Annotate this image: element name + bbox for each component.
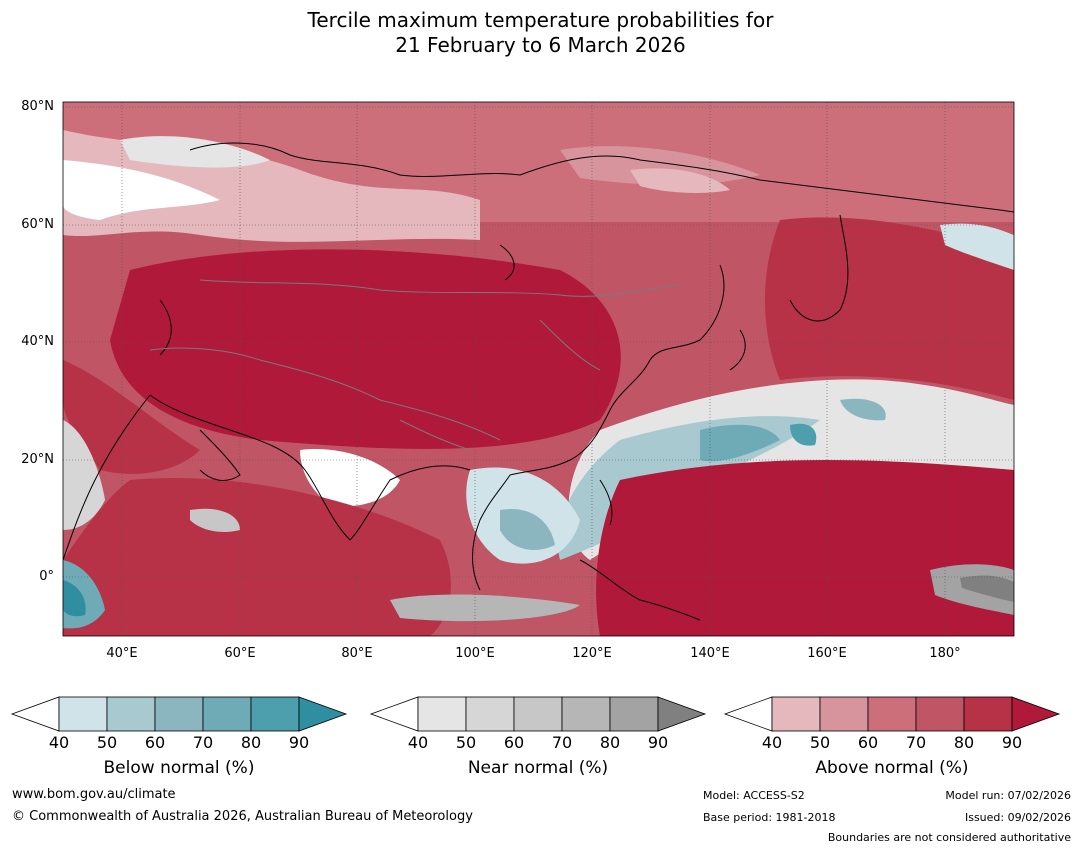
field-central-asia-core — [110, 249, 621, 449]
cbar-below-tick-80: 80 — [240, 733, 262, 752]
cbar-above-80 — [963, 696, 1013, 732]
field-europe-grey — [120, 136, 270, 168]
field-pacific-blue-core — [700, 424, 780, 462]
cbar-near-min-arrow — [369, 696, 419, 732]
cbar-below-min-arrow — [10, 696, 60, 732]
title-line-1: Tercile maximum temperature probabilitie… — [307, 8, 774, 32]
field-pacific-dark-grey — [960, 575, 1014, 602]
cbar-above-min-arrow — [723, 696, 773, 732]
lat-label-20n: 20°N — [21, 452, 54, 467]
cbar-below-tick-50: 50 — [96, 733, 118, 752]
gridlines — [63, 102, 1014, 636]
footer-disclaimer: Boundaries are not considered authoritat… — [827, 831, 1071, 844]
cbar-below-tick-40: 40 — [48, 733, 70, 752]
lon-label-160e: 160°E — [807, 646, 847, 661]
lon-label-120e: 120°E — [572, 646, 612, 661]
footer-website[interactable]: www.bom.gov.au/climate — [12, 787, 176, 802]
cbar-below-40 — [58, 696, 108, 732]
cbar-above-tick-70: 70 — [905, 733, 927, 752]
colorbar-above — [723, 696, 1061, 732]
cbar-below-tick-90: 90 — [288, 733, 310, 752]
cbar-below-tick-60: 60 — [144, 733, 166, 752]
cbar-above-tick-40: 40 — [761, 733, 783, 752]
field-indian-ocean — [63, 478, 451, 636]
lon-label-80e: 80°E — [341, 646, 373, 661]
map-field — [63, 102, 1014, 636]
lat-label-0: 0° — [39, 569, 54, 584]
lon-label-40e: 40°E — [106, 646, 138, 661]
field-europe-white — [63, 160, 220, 220]
lat-label-40n: 40°N — [21, 334, 54, 349]
footer-issued: Issued: 09/02/2026 — [964, 811, 1071, 824]
cbar-above-40 — [771, 696, 821, 732]
borders — [149, 279, 681, 451]
cbar-above-tick-50: 50 — [809, 733, 831, 752]
cbar-near-tick-70: 70 — [551, 733, 573, 752]
field-tropical-pacific — [596, 460, 1014, 636]
colorbar-below — [10, 696, 348, 732]
cbar-below-max-arrow — [298, 696, 348, 732]
field-africa-blue-core — [63, 580, 86, 617]
cbar-near-tick-80: 80 — [599, 733, 621, 752]
cbar-near-50 — [465, 696, 515, 732]
cbar-below-70 — [202, 696, 252, 732]
cbar-above-tick-60: 60 — [857, 733, 879, 752]
field-siberia-light — [630, 168, 730, 193]
lat-label-60n: 60°N — [21, 217, 54, 232]
lon-label-140e: 140°E — [690, 646, 730, 661]
cbar-above-70 — [915, 696, 965, 732]
cbar-near-tick-40: 40 — [407, 733, 429, 752]
cbar-below-80 — [250, 696, 300, 732]
cbar-above-60 — [867, 696, 917, 732]
cbar-above-tick-90: 90 — [1001, 733, 1023, 752]
field-arabia — [63, 360, 200, 474]
title-line-2: 21 February to 6 March 2026 — [395, 33, 686, 57]
cbar-near-tick-60: 60 — [503, 733, 525, 752]
field-indian-ocean-grey — [190, 508, 240, 532]
map-frame — [62, 101, 1015, 637]
footer-copyright: © Commonwealth of Australia 2026, Austra… — [12, 809, 473, 824]
lon-label-60e: 60°E — [224, 646, 256, 661]
cbar-near-title: Near normal (%) — [467, 758, 609, 778]
lat-label-80n: 80°N — [21, 99, 54, 114]
cbar-near-tick-50: 50 — [455, 733, 477, 752]
cbar-above-max-arrow — [1011, 696, 1061, 732]
cbar-below-60 — [154, 696, 204, 732]
footer-model-run: Model run: 07/02/2026 — [945, 789, 1071, 802]
lon-label-100e: 100°E — [455, 646, 495, 661]
cbar-above-tick-80: 80 — [953, 733, 975, 752]
lon-label-180: 180° — [929, 646, 961, 661]
cbar-above-50 — [819, 696, 869, 732]
cbar-below-title: Below normal (%) — [103, 758, 255, 778]
colorbar-near — [369, 696, 707, 732]
cbar-near-60 — [513, 696, 563, 732]
field-pacific-blue-spot — [790, 423, 817, 446]
field-pacific-blue-spot-2 — [840, 398, 886, 421]
cbar-below-50 — [106, 696, 156, 732]
footer-base-period: Base period: 1981-2018 — [703, 811, 836, 824]
field-bering-blue — [940, 223, 1014, 270]
cbar-near-40 — [417, 696, 467, 732]
field-south-indian-grey — [390, 594, 580, 622]
cbar-near-max-arrow — [657, 696, 707, 732]
cbar-near-80 — [609, 696, 659, 732]
cbar-below-tick-70: 70 — [192, 733, 214, 752]
cbar-near-70 — [561, 696, 611, 732]
cbar-near-tick-90: 90 — [647, 733, 669, 752]
chart-title: Tercile maximum temperature probabilitie… — [0, 8, 1081, 58]
footer-model: Model: ACCESS-S2 — [703, 789, 805, 802]
field-africa-grey — [63, 420, 105, 530]
cbar-above-title: Above normal (%) — [815, 758, 969, 778]
coastlines — [63, 142, 1014, 621]
field-india-white — [300, 449, 400, 507]
field-se-asia-blue-core — [500, 509, 555, 550]
